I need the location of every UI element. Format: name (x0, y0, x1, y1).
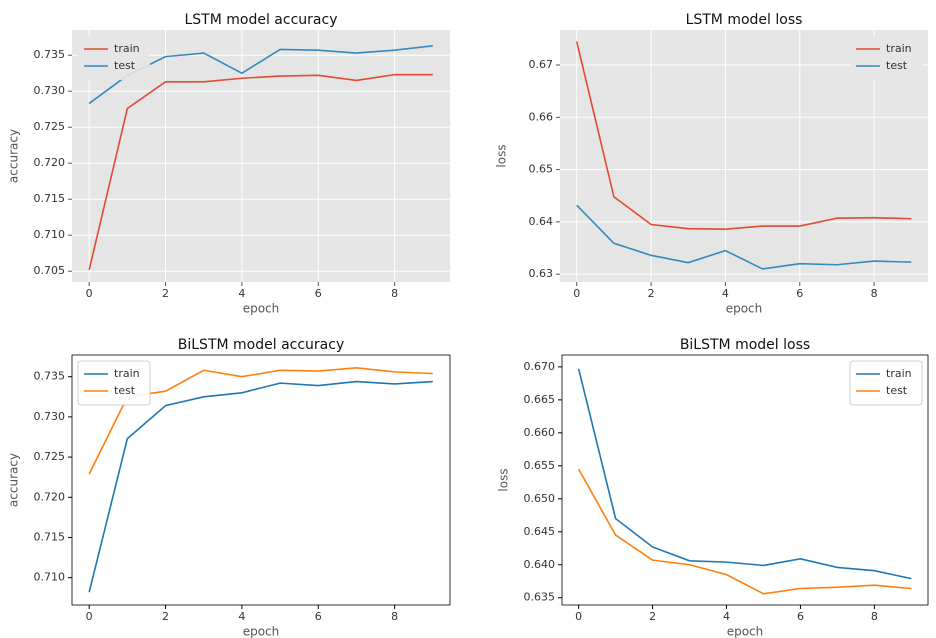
x-tick-label: 6 (315, 287, 322, 300)
y-tick-label: 0.720 (34, 156, 66, 169)
y-axis-label: loss (497, 468, 511, 491)
legend-box (850, 36, 922, 80)
x-tick-label: 8 (391, 287, 398, 300)
x-tick-label: 6 (796, 287, 803, 300)
y-tick-label: 0.710 (34, 571, 66, 584)
y-axis-label: loss (495, 144, 509, 167)
y-tick-label: 0.67 (529, 58, 554, 71)
y-tick-label: 0.655 (524, 459, 556, 472)
y-tick-label: 0.720 (34, 490, 66, 503)
y-tick-label: 0.63 (529, 267, 554, 280)
chart-title: LSTM model loss (686, 12, 803, 28)
y-tick-label: 0.730 (34, 410, 66, 423)
x-axis-label: epoch (243, 625, 280, 638)
legend-label: test (114, 384, 136, 397)
y-tick-label: 0.705 (34, 264, 66, 277)
y-tick-label: 0.650 (524, 492, 556, 505)
y-tick-label: 0.730 (34, 84, 66, 97)
x-tick-label: 6 (315, 610, 322, 623)
x-tick-label: 2 (649, 610, 656, 623)
y-tick-label: 0.640 (524, 558, 556, 571)
y-tick-label: 0.64 (529, 215, 554, 228)
legend-label: test (886, 59, 908, 72)
chart-title: LSTM model accuracy (185, 12, 338, 28)
x-tick-label: 2 (648, 287, 655, 300)
legend-box (77, 360, 151, 406)
series-line (88, 380, 433, 593)
y-tick-label: 0.665 (524, 393, 556, 406)
y-tick-label: 0.735 (34, 370, 66, 383)
y-tick-label: 0.635 (524, 591, 556, 604)
x-tick-label: 8 (871, 287, 878, 300)
y-tick-label: 0.645 (524, 525, 556, 538)
x-tick-label: 4 (238, 287, 245, 300)
legend-label: test (886, 384, 908, 397)
y-tick-label: 0.710 (34, 228, 66, 241)
x-axis-label: epoch (726, 302, 763, 316)
x-tick-label: 0 (86, 610, 93, 623)
x-axis-label: epoch (727, 625, 764, 638)
x-tick-label: 2 (162, 287, 169, 300)
y-tick-label: 0.725 (34, 450, 66, 463)
series-line (576, 204, 912, 270)
x-tick-label: 8 (871, 610, 878, 623)
x-tick-label: 0 (573, 287, 580, 300)
y-tick-label: 0.735 (34, 48, 66, 61)
x-tick-label: 0 (86, 287, 93, 300)
series-line (88, 73, 433, 270)
legend-box (849, 360, 923, 406)
y-tick-label: 0.670 (524, 360, 556, 373)
legend-label: train (886, 367, 912, 380)
series-line (577, 368, 912, 580)
series-line (577, 468, 912, 595)
chart-title: BiLSTM model accuracy (178, 337, 344, 353)
y-axis-label: accuracy (7, 129, 21, 183)
x-tick-label: 4 (723, 610, 730, 623)
legend-box (78, 36, 150, 80)
y-tick-label: 0.66 (529, 110, 554, 123)
y-tick-label: 0.715 (34, 530, 66, 543)
legend-label: train (114, 367, 140, 380)
series-line (575, 41, 912, 230)
x-tick-label: 8 (391, 610, 398, 623)
legend-label: test (114, 59, 136, 72)
y-tick-label: 0.660 (524, 426, 556, 439)
y-tick-label: 0.65 (529, 163, 554, 176)
x-tick-label: 6 (797, 610, 804, 623)
x-tick-label: 4 (238, 610, 245, 623)
y-tick-label: 0.725 (34, 120, 66, 133)
x-tick-label: 4 (722, 287, 729, 300)
x-tick-label: 0 (575, 610, 582, 623)
legend-label: train (886, 42, 912, 55)
chart-title: BiLSTM model loss (680, 337, 810, 353)
y-axis-label: accuracy (7, 453, 21, 507)
y-tick-label: 0.715 (34, 192, 66, 205)
x-axis-label: epoch (243, 302, 280, 316)
x-tick-label: 2 (162, 610, 169, 623)
legend-label: train (114, 42, 140, 55)
